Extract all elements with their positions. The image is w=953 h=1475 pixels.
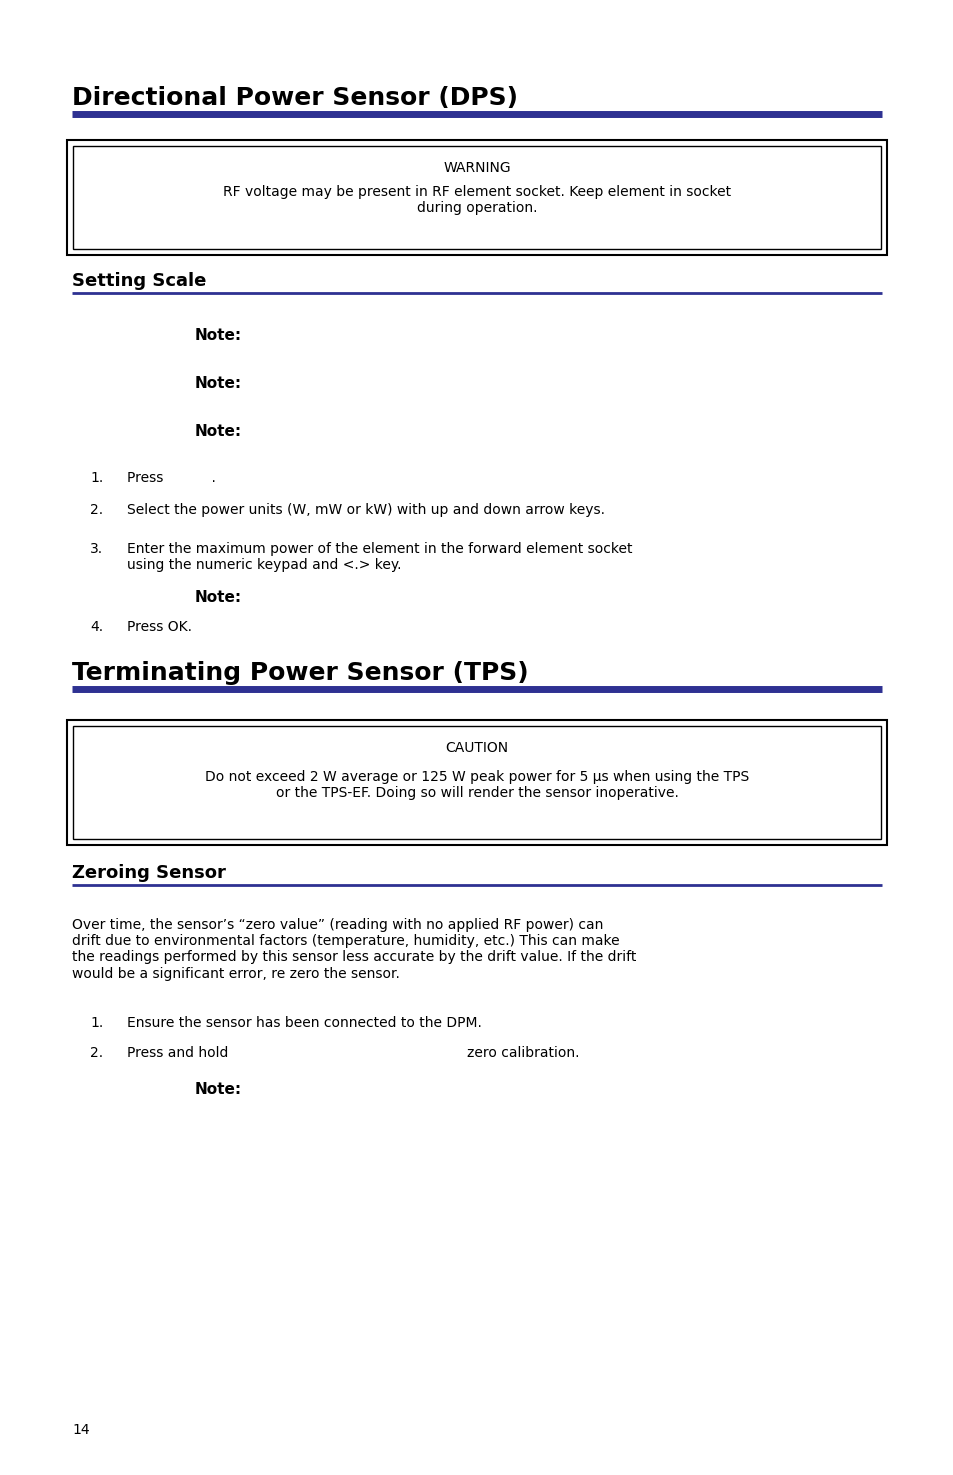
Bar bbox=[67, 140, 886, 255]
Text: Select the power units (W, mW or kW) with up and down arrow keys.: Select the power units (W, mW or kW) wit… bbox=[127, 503, 604, 518]
Text: 3.: 3. bbox=[90, 541, 103, 556]
Text: 2.: 2. bbox=[90, 503, 103, 518]
Text: Do not exceed 2 W average or 125 W peak power for 5 μs when using the TPS
or the: Do not exceed 2 W average or 125 W peak … bbox=[205, 770, 748, 799]
Text: Note:: Note: bbox=[194, 423, 242, 438]
Bar bbox=[73, 726, 880, 839]
Text: Press and hold: Press and hold bbox=[127, 1046, 228, 1061]
Text: Note:: Note: bbox=[194, 376, 242, 391]
Bar bbox=[73, 146, 880, 249]
Text: Note:: Note: bbox=[194, 1083, 242, 1097]
Text: 14: 14 bbox=[71, 1423, 90, 1437]
Text: 1.: 1. bbox=[90, 471, 103, 485]
Text: Setting Scale: Setting Scale bbox=[71, 271, 206, 291]
Text: Press OK.: Press OK. bbox=[127, 620, 192, 634]
Text: RF voltage may be present in RF element socket. Keep element in socket
during op: RF voltage may be present in RF element … bbox=[223, 184, 730, 215]
Text: zero calibration.: zero calibration. bbox=[467, 1046, 578, 1061]
Text: Directional Power Sensor (DPS): Directional Power Sensor (DPS) bbox=[71, 86, 517, 111]
Text: Press           .: Press . bbox=[127, 471, 215, 485]
Text: Enter the maximum power of the element in the forward element socket
using the n: Enter the maximum power of the element i… bbox=[127, 541, 632, 572]
Text: Note:: Note: bbox=[194, 590, 242, 605]
Text: Note:: Note: bbox=[194, 327, 242, 342]
Text: 4.: 4. bbox=[90, 620, 103, 634]
Text: Zeroing Sensor: Zeroing Sensor bbox=[71, 864, 226, 882]
Text: CAUTION: CAUTION bbox=[445, 740, 508, 755]
Text: Over time, the sensor’s “zero value” (reading with no applied RF power) can
drif: Over time, the sensor’s “zero value” (re… bbox=[71, 917, 636, 981]
Text: Terminating Power Sensor (TPS): Terminating Power Sensor (TPS) bbox=[71, 661, 528, 684]
Text: WARNING: WARNING bbox=[443, 161, 510, 176]
Bar bbox=[67, 720, 886, 845]
Text: Ensure the sensor has been connected to the DPM.: Ensure the sensor has been connected to … bbox=[127, 1016, 481, 1030]
Text: 2.: 2. bbox=[90, 1046, 103, 1061]
Text: 1.: 1. bbox=[90, 1016, 103, 1030]
